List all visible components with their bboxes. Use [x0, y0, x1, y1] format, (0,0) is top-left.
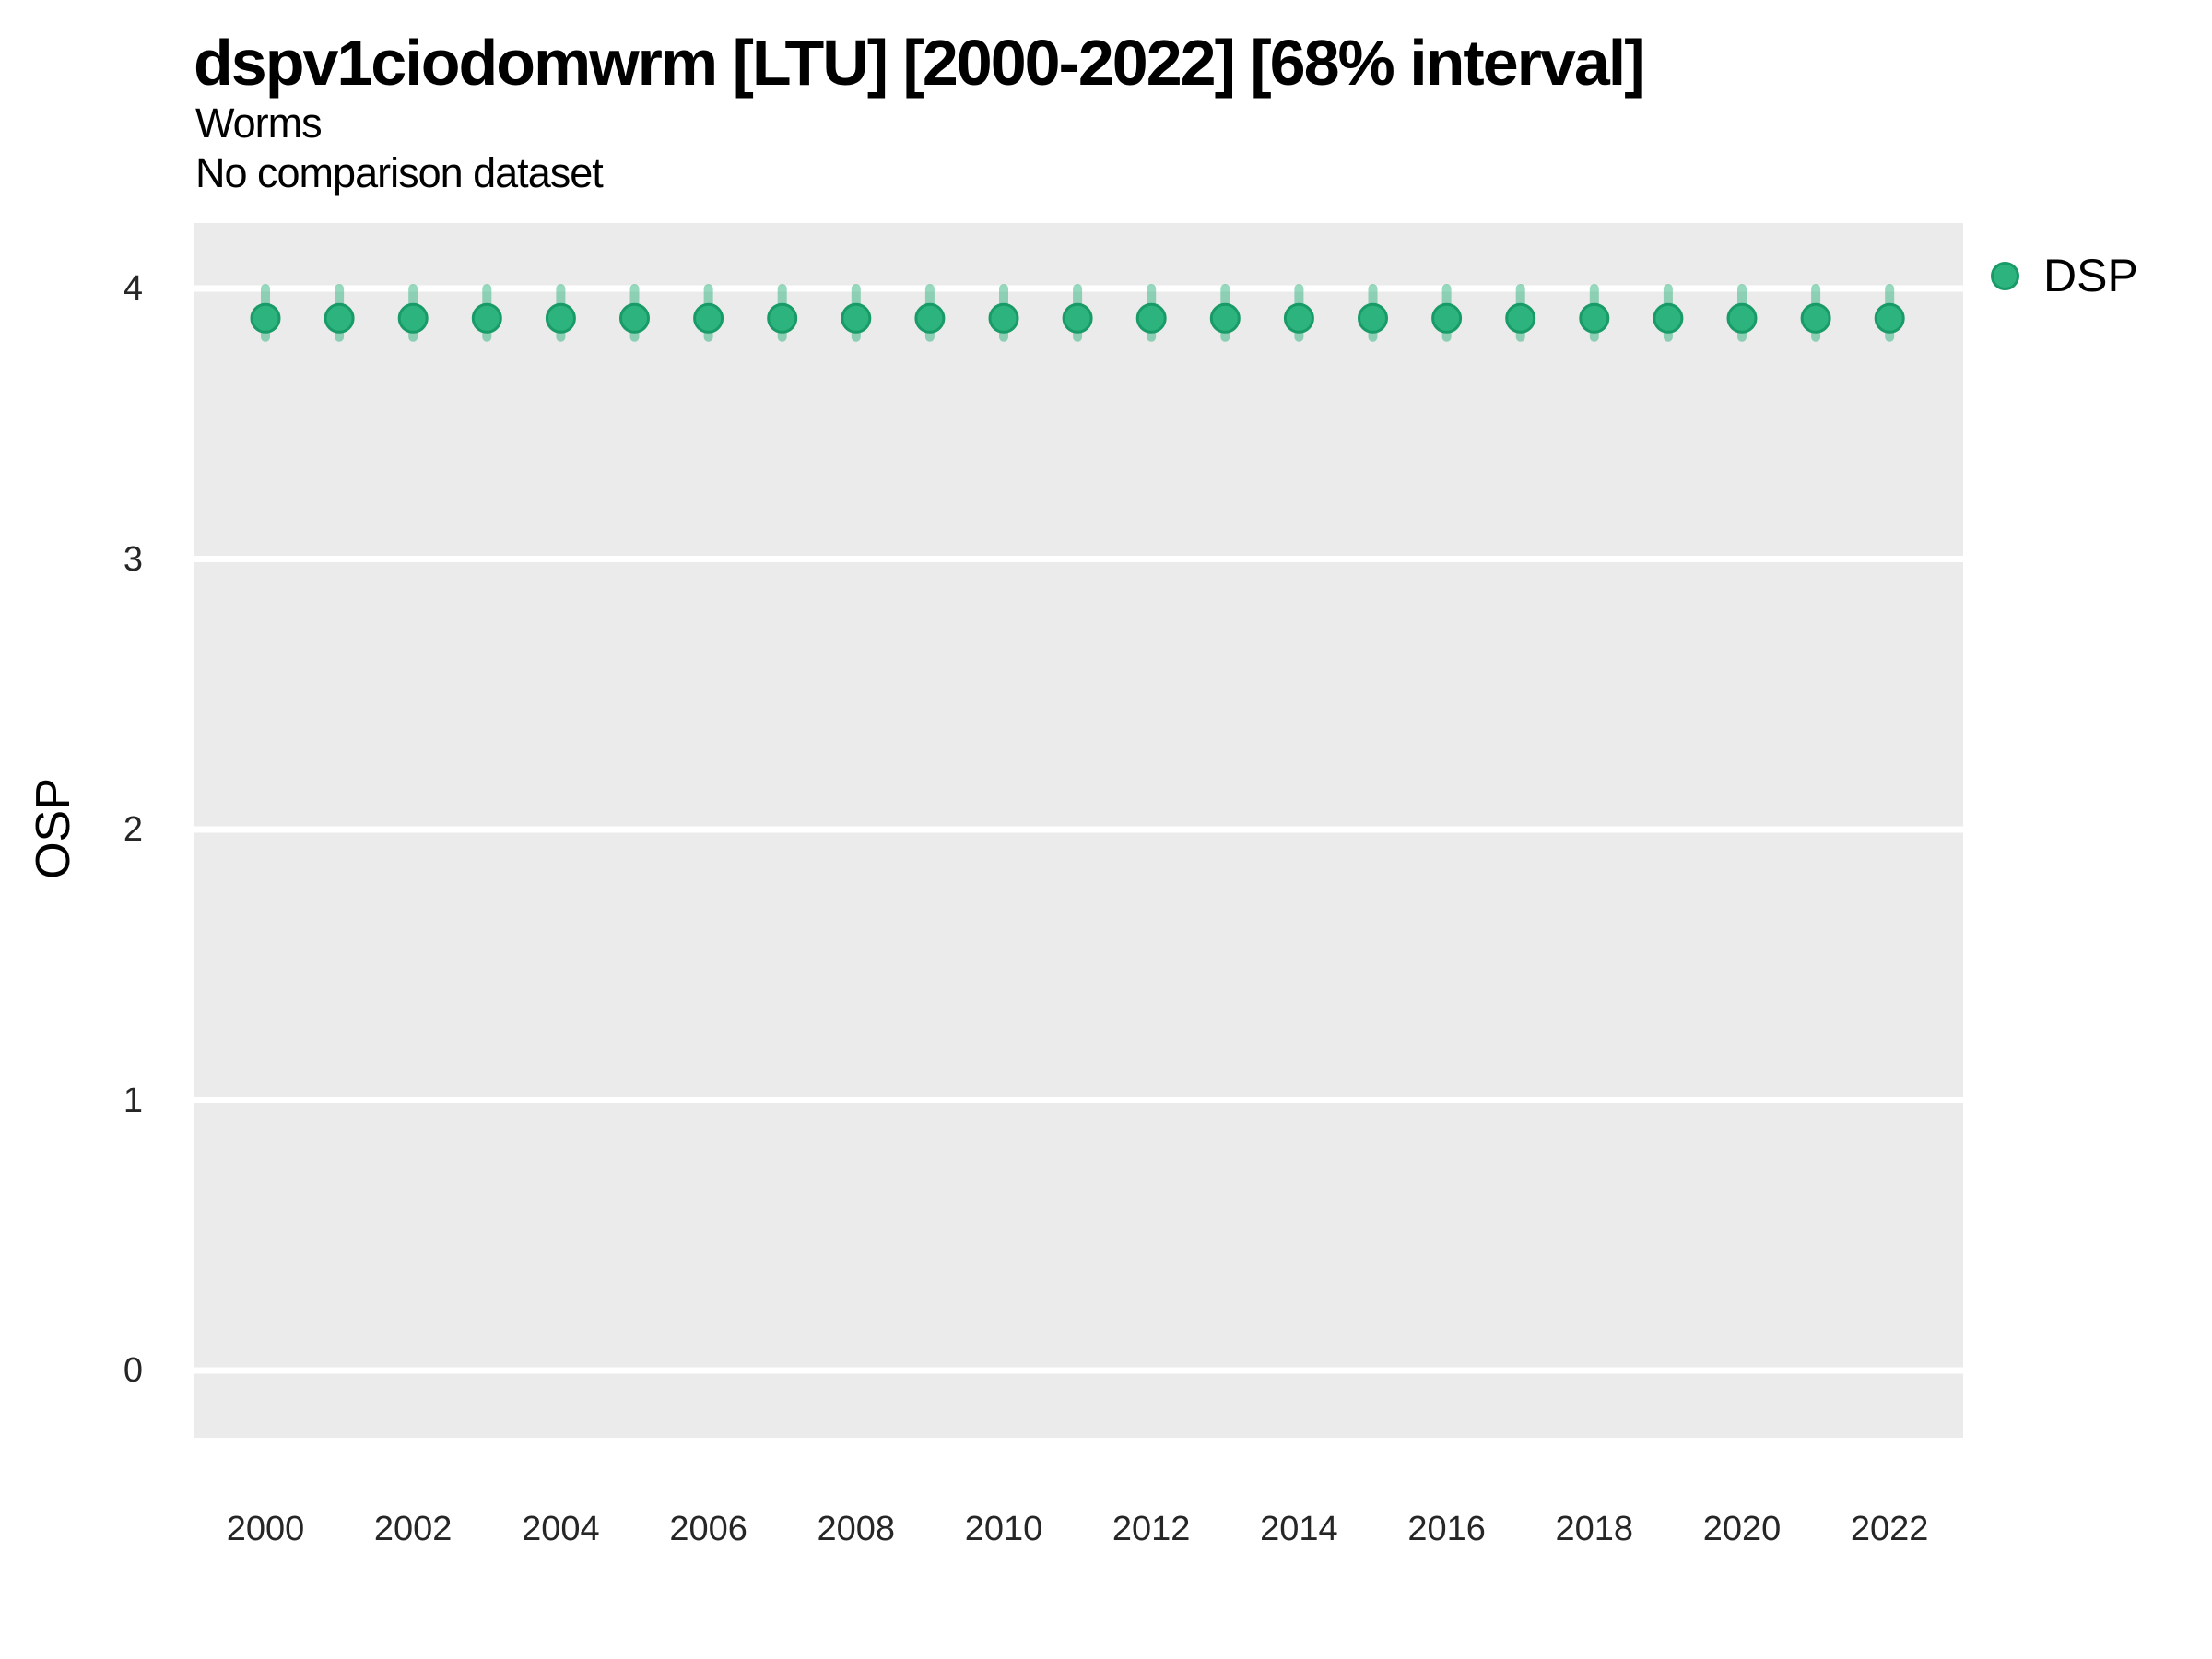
- data-point: [1135, 302, 1167, 334]
- legend-point-icon: [1991, 261, 2019, 290]
- x-tick-label-2018: 2018: [1555, 1510, 1634, 1548]
- gridline-y-1: [194, 1097, 1963, 1103]
- data-point: [1726, 302, 1758, 334]
- data-point: [914, 302, 946, 334]
- data-point: [471, 302, 502, 334]
- x-tick-label-2000: 2000: [226, 1510, 305, 1548]
- data-point: [1283, 302, 1314, 334]
- y-tick-label-4: 4: [123, 269, 143, 308]
- data-point: [619, 302, 650, 334]
- data-point: [397, 302, 429, 334]
- data-point: [250, 302, 281, 334]
- x-tick-label-2002: 2002: [373, 1510, 453, 1548]
- gridline-y-2: [194, 826, 1963, 833]
- x-tick-label-2020: 2020: [1702, 1510, 1782, 1548]
- data-point: [841, 302, 872, 334]
- x-tick-label-2010: 2010: [964, 1510, 1043, 1548]
- gridline-y-3: [194, 556, 1963, 562]
- chart-subtitle: Worms: [195, 100, 323, 147]
- data-point: [324, 302, 355, 334]
- data-point: [693, 302, 724, 334]
- chart-canvas: [194, 284, 1963, 1374]
- y-tick-label-2: 2: [123, 810, 143, 849]
- data-point: [1431, 302, 1463, 334]
- data-point: [1579, 302, 1610, 334]
- x-tick-label-2012: 2012: [1112, 1510, 1191, 1548]
- plot-panel: [194, 223, 1963, 1438]
- chart-title: dspv1ciodomwrm [LTU] [2000-2022] [68% in…: [194, 27, 1646, 99]
- data-point: [1653, 302, 1684, 334]
- x-tick-label-2014: 2014: [1260, 1510, 1338, 1548]
- legend: DSP: [1991, 249, 2138, 302]
- data-point: [1062, 302, 1093, 334]
- y-axis-title: OSP: [27, 778, 80, 879]
- data-point: [1209, 302, 1241, 334]
- y-tick-label-1: 1: [123, 1080, 143, 1120]
- gridline-y-0: [194, 1367, 1963, 1374]
- data-point: [1874, 302, 1905, 334]
- data-point: [1505, 302, 1536, 334]
- data-point: [1358, 302, 1388, 334]
- x-tick-label-2022: 2022: [1850, 1510, 1929, 1548]
- x-tick-label-2006: 2006: [669, 1510, 747, 1548]
- x-tick-label-2016: 2016: [1407, 1510, 1486, 1548]
- x-tick-label-2004: 2004: [522, 1510, 600, 1548]
- data-point: [767, 302, 798, 334]
- data-point: [545, 302, 576, 334]
- y-tick-label-0: 0: [123, 1351, 143, 1390]
- data-point: [1800, 302, 1831, 334]
- comparison-note: No comparison dataset: [195, 149, 604, 196]
- legend-item-label: DSP: [2043, 250, 2138, 301]
- data-point: [988, 302, 1019, 334]
- y-tick-label-3: 3: [123, 539, 143, 579]
- x-tick-label-2008: 2008: [817, 1510, 896, 1548]
